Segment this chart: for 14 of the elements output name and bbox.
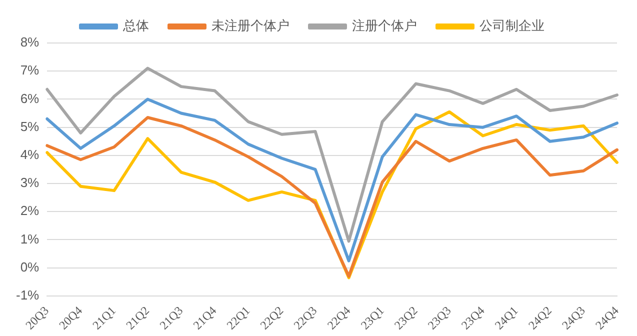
legend-label: 注册个体户 <box>352 18 417 34</box>
y-tick-label: -1% <box>16 288 40 303</box>
y-tick-label: 2% <box>20 203 40 218</box>
y-tick-label: 0% <box>20 259 40 274</box>
legend-label: 总体 <box>122 18 149 34</box>
y-tick-label: 4% <box>20 147 40 162</box>
y-tick-label: 5% <box>20 118 40 134</box>
y-tick-label: 6% <box>20 90 40 106</box>
legend-label: 公司制企业 <box>480 18 544 34</box>
y-tick-label: 3% <box>20 175 40 190</box>
legend-label: 未注册个体户 <box>212 18 290 34</box>
y-tick-label: 8% <box>20 34 40 50</box>
y-tick-label: 7% <box>20 62 40 78</box>
y-tick-label: 1% <box>20 231 40 246</box>
